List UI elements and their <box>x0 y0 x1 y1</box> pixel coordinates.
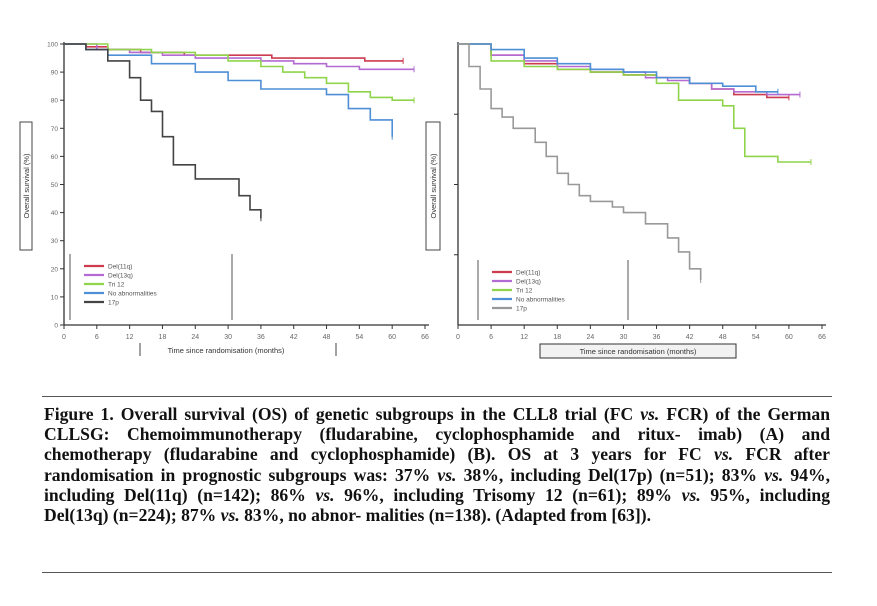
y-axis-label: Overall survival (%) <box>22 153 31 219</box>
series-line <box>64 43 415 101</box>
x-tick-label: 60 <box>785 334 793 341</box>
caption-part: vs. <box>764 464 784 485</box>
x-tick-label: 36 <box>653 334 661 341</box>
series-line <box>458 43 800 96</box>
caption-part: vs. <box>714 444 734 465</box>
series-line <box>458 43 811 163</box>
x-tick-label: 48 <box>719 334 727 341</box>
x-tick-label: 30 <box>224 334 232 341</box>
y-axis-label: Overall survival (%) <box>429 153 438 219</box>
x-tick-label: 24 <box>586 334 594 341</box>
y-tick-label: 30 <box>51 238 59 245</box>
legend-label: Del(11q) <box>516 270 540 277</box>
x-tick-label: 6 <box>95 334 99 341</box>
y-tick-label: 40 <box>51 210 59 217</box>
legend-label: No abnormalities <box>516 297 566 304</box>
series-line <box>64 43 262 219</box>
x-tick-label: 54 <box>752 334 760 341</box>
caption-part: FCR) of the German CLLSG: Chemoimmunothe… <box>44 404 831 465</box>
x-tick-label: 66 <box>818 334 826 341</box>
caption-rule-bottom <box>42 572 832 573</box>
y-tick-label: 80 <box>51 98 59 105</box>
x-tick-label: 0 <box>62 334 66 341</box>
x-tick-label: 60 <box>388 334 396 341</box>
caption-part: 95%, including Del(13q) (n=224); 87% <box>44 484 831 526</box>
legend-label: Del(13q) <box>516 279 541 286</box>
series-line <box>458 43 702 280</box>
caption-part: 96%, including Trisomy 12 (n=61); 89% <box>334 484 682 505</box>
legend-label: 17p <box>108 300 119 307</box>
y-tick-label: 100 <box>47 42 58 49</box>
y-tick-label: 70 <box>51 126 59 133</box>
y-tick-label: 0 <box>54 323 58 330</box>
legend-label: Del(11q) <box>108 264 132 271</box>
legend-label: Del(13q) <box>108 273 133 280</box>
y-tick-label: 60 <box>51 154 59 161</box>
caption-part: FCR after randomisation in prognostic su… <box>44 444 830 485</box>
x-tick-label: 42 <box>686 334 694 341</box>
legend-label: 17p <box>516 306 527 313</box>
x-tick-label: 66 <box>421 334 429 341</box>
x-axis-label: Time since randomisation (months) <box>168 346 285 355</box>
y-tick-label: 50 <box>51 182 59 189</box>
x-tick-label: 18 <box>159 334 167 341</box>
y-tick-label: 10 <box>51 294 59 301</box>
x-tick-label: 12 <box>126 334 134 341</box>
caption-part: vs. <box>315 484 335 505</box>
x-tick-label: 48 <box>323 334 331 341</box>
caption-part: vs. <box>640 404 660 424</box>
caption-part: vs. <box>437 464 457 485</box>
x-axis-label: Time since randomisation (months) <box>580 347 697 356</box>
caption-part: vs. <box>220 505 240 526</box>
x-tick-label: 54 <box>355 334 363 341</box>
x-tick-label: 30 <box>620 334 628 341</box>
series-line <box>458 43 778 93</box>
y-axis-label-box <box>19 121 33 251</box>
y-tick-label: 20 <box>51 266 59 273</box>
x-tick-label: 36 <box>257 334 265 341</box>
panel-b: 0 6 12 18 24 30 36 42 48 54 60 66 Overall survival (… <box>425 42 826 359</box>
legend-label: Tri 12 <box>108 282 125 289</box>
caption-part: vs. <box>681 484 701 505</box>
y-axis-label-box <box>425 121 441 251</box>
x-axis-label-box <box>539 343 737 359</box>
series-line <box>64 43 415 71</box>
x-tick-label: 24 <box>191 334 199 341</box>
caption-rule-top <box>42 396 832 397</box>
figure-caption: Figure 1. Overall survival (OS) of genet… <box>44 404 830 525</box>
legend-label: No abnormalities <box>108 291 158 298</box>
x-tick-label: 0 <box>456 334 460 341</box>
panel-a: 0 6 12 18 24 30 36 42 48 54 60 66100908070605040302… <box>19 42 429 356</box>
y-tick-label: 90 <box>51 70 59 77</box>
caption-part: Figure 1. Overall survival (OS) of genet… <box>44 404 641 424</box>
x-tick-label: 18 <box>553 334 561 341</box>
legend-label: Tri 12 <box>516 288 533 295</box>
x-tick-label: 42 <box>290 334 298 341</box>
caption-part: 83%, no abnor- malities (n=138). (Adapte… <box>239 505 651 526</box>
caption-part: 94%, including Del(11q) (n=142); 86% <box>44 464 830 505</box>
x-tick-label: 12 <box>520 334 528 341</box>
x-tick-label: 6 <box>489 334 493 341</box>
caption-part: 38%, including Del(17p) (n=51); 83% <box>456 464 765 485</box>
